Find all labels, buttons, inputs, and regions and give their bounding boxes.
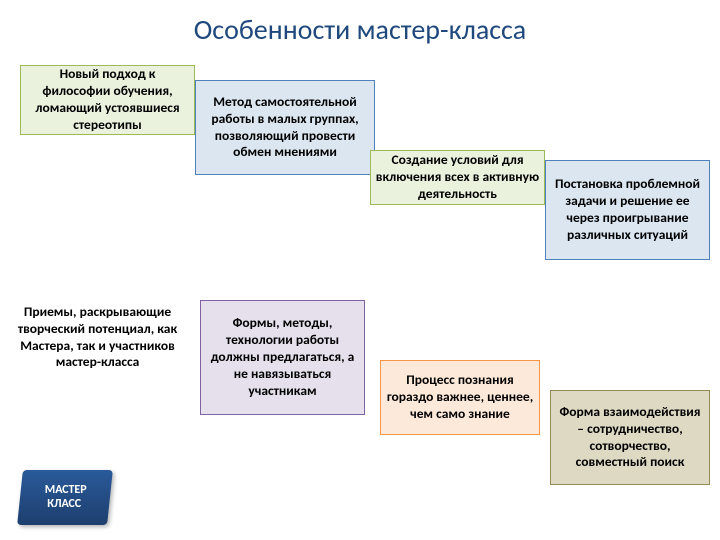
page-title: Особенности мастер-класса — [0, 0, 720, 55]
master-class-logo: МАСТЕР КЛАСС — [17, 470, 113, 525]
feature-box-philosophy: Новый подход к философии обучения, ломаю… — [20, 65, 195, 135]
feature-box-forms-methods: Формы, методы, технологии работы должны … — [200, 300, 365, 415]
feature-box-problem-task: Постановка проблемной задачи и решение е… — [545, 160, 710, 260]
feature-box-creative-potential: Приемы, раскрывающие творческий потенциа… — [5, 290, 190, 385]
logo-line2: КЛАСС — [47, 498, 81, 511]
feature-box-learning-process: Процесс познания гораздо важнее, ценнее,… — [380, 360, 540, 435]
feature-box-group-method: Метод самостоятельной работы в малых гру… — [195, 80, 375, 175]
feature-box-conditions: Создание условий для включения всех в ак… — [370, 150, 545, 205]
logo-line1: МАСТЕР — [45, 484, 87, 497]
feature-box-collaboration: Форма взаимодействия – сотрудничество, с… — [550, 390, 710, 485]
